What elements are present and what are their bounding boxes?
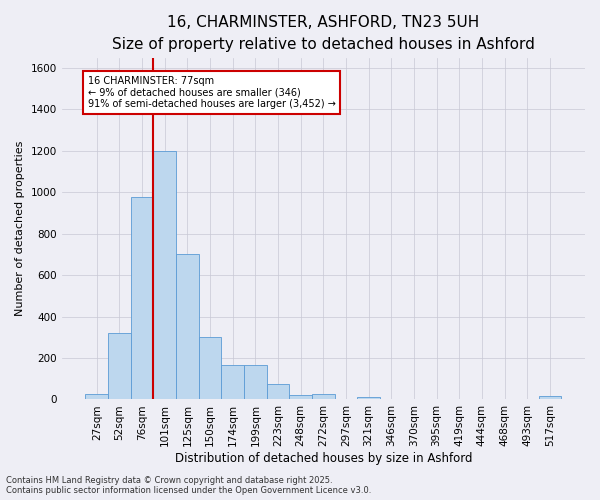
Text: Contains HM Land Registry data © Crown copyright and database right 2025.
Contai: Contains HM Land Registry data © Crown c… (6, 476, 371, 495)
Bar (289, 396, 312, 400)
Bar (199, 338, 221, 400)
Bar (176, 254, 199, 400)
Bar (108, 333, 131, 400)
Bar (85, 394, 108, 400)
Bar (358, 398, 380, 400)
Text: 16 CHARMINSTER: 77sqm
← 9% of detached houses are smaller (346)
91% of semi-deta: 16 CHARMINSTER: 77sqm ← 9% of detached h… (88, 76, 335, 110)
Bar (221, 366, 244, 400)
X-axis label: Distribution of detached houses by size in Ashford: Distribution of detached houses by size … (175, 452, 472, 465)
Bar (312, 394, 335, 400)
Bar (131, 198, 154, 400)
Bar (539, 396, 561, 400)
Title: 16, CHARMINSTER, ASHFORD, TN23 5UH
Size of property relative to detached houses : 16, CHARMINSTER, ASHFORD, TN23 5UH Size … (112, 15, 535, 52)
Bar (266, 384, 289, 400)
Bar (244, 366, 266, 400)
Y-axis label: Number of detached properties: Number of detached properties (15, 141, 25, 316)
Bar (154, 151, 176, 400)
